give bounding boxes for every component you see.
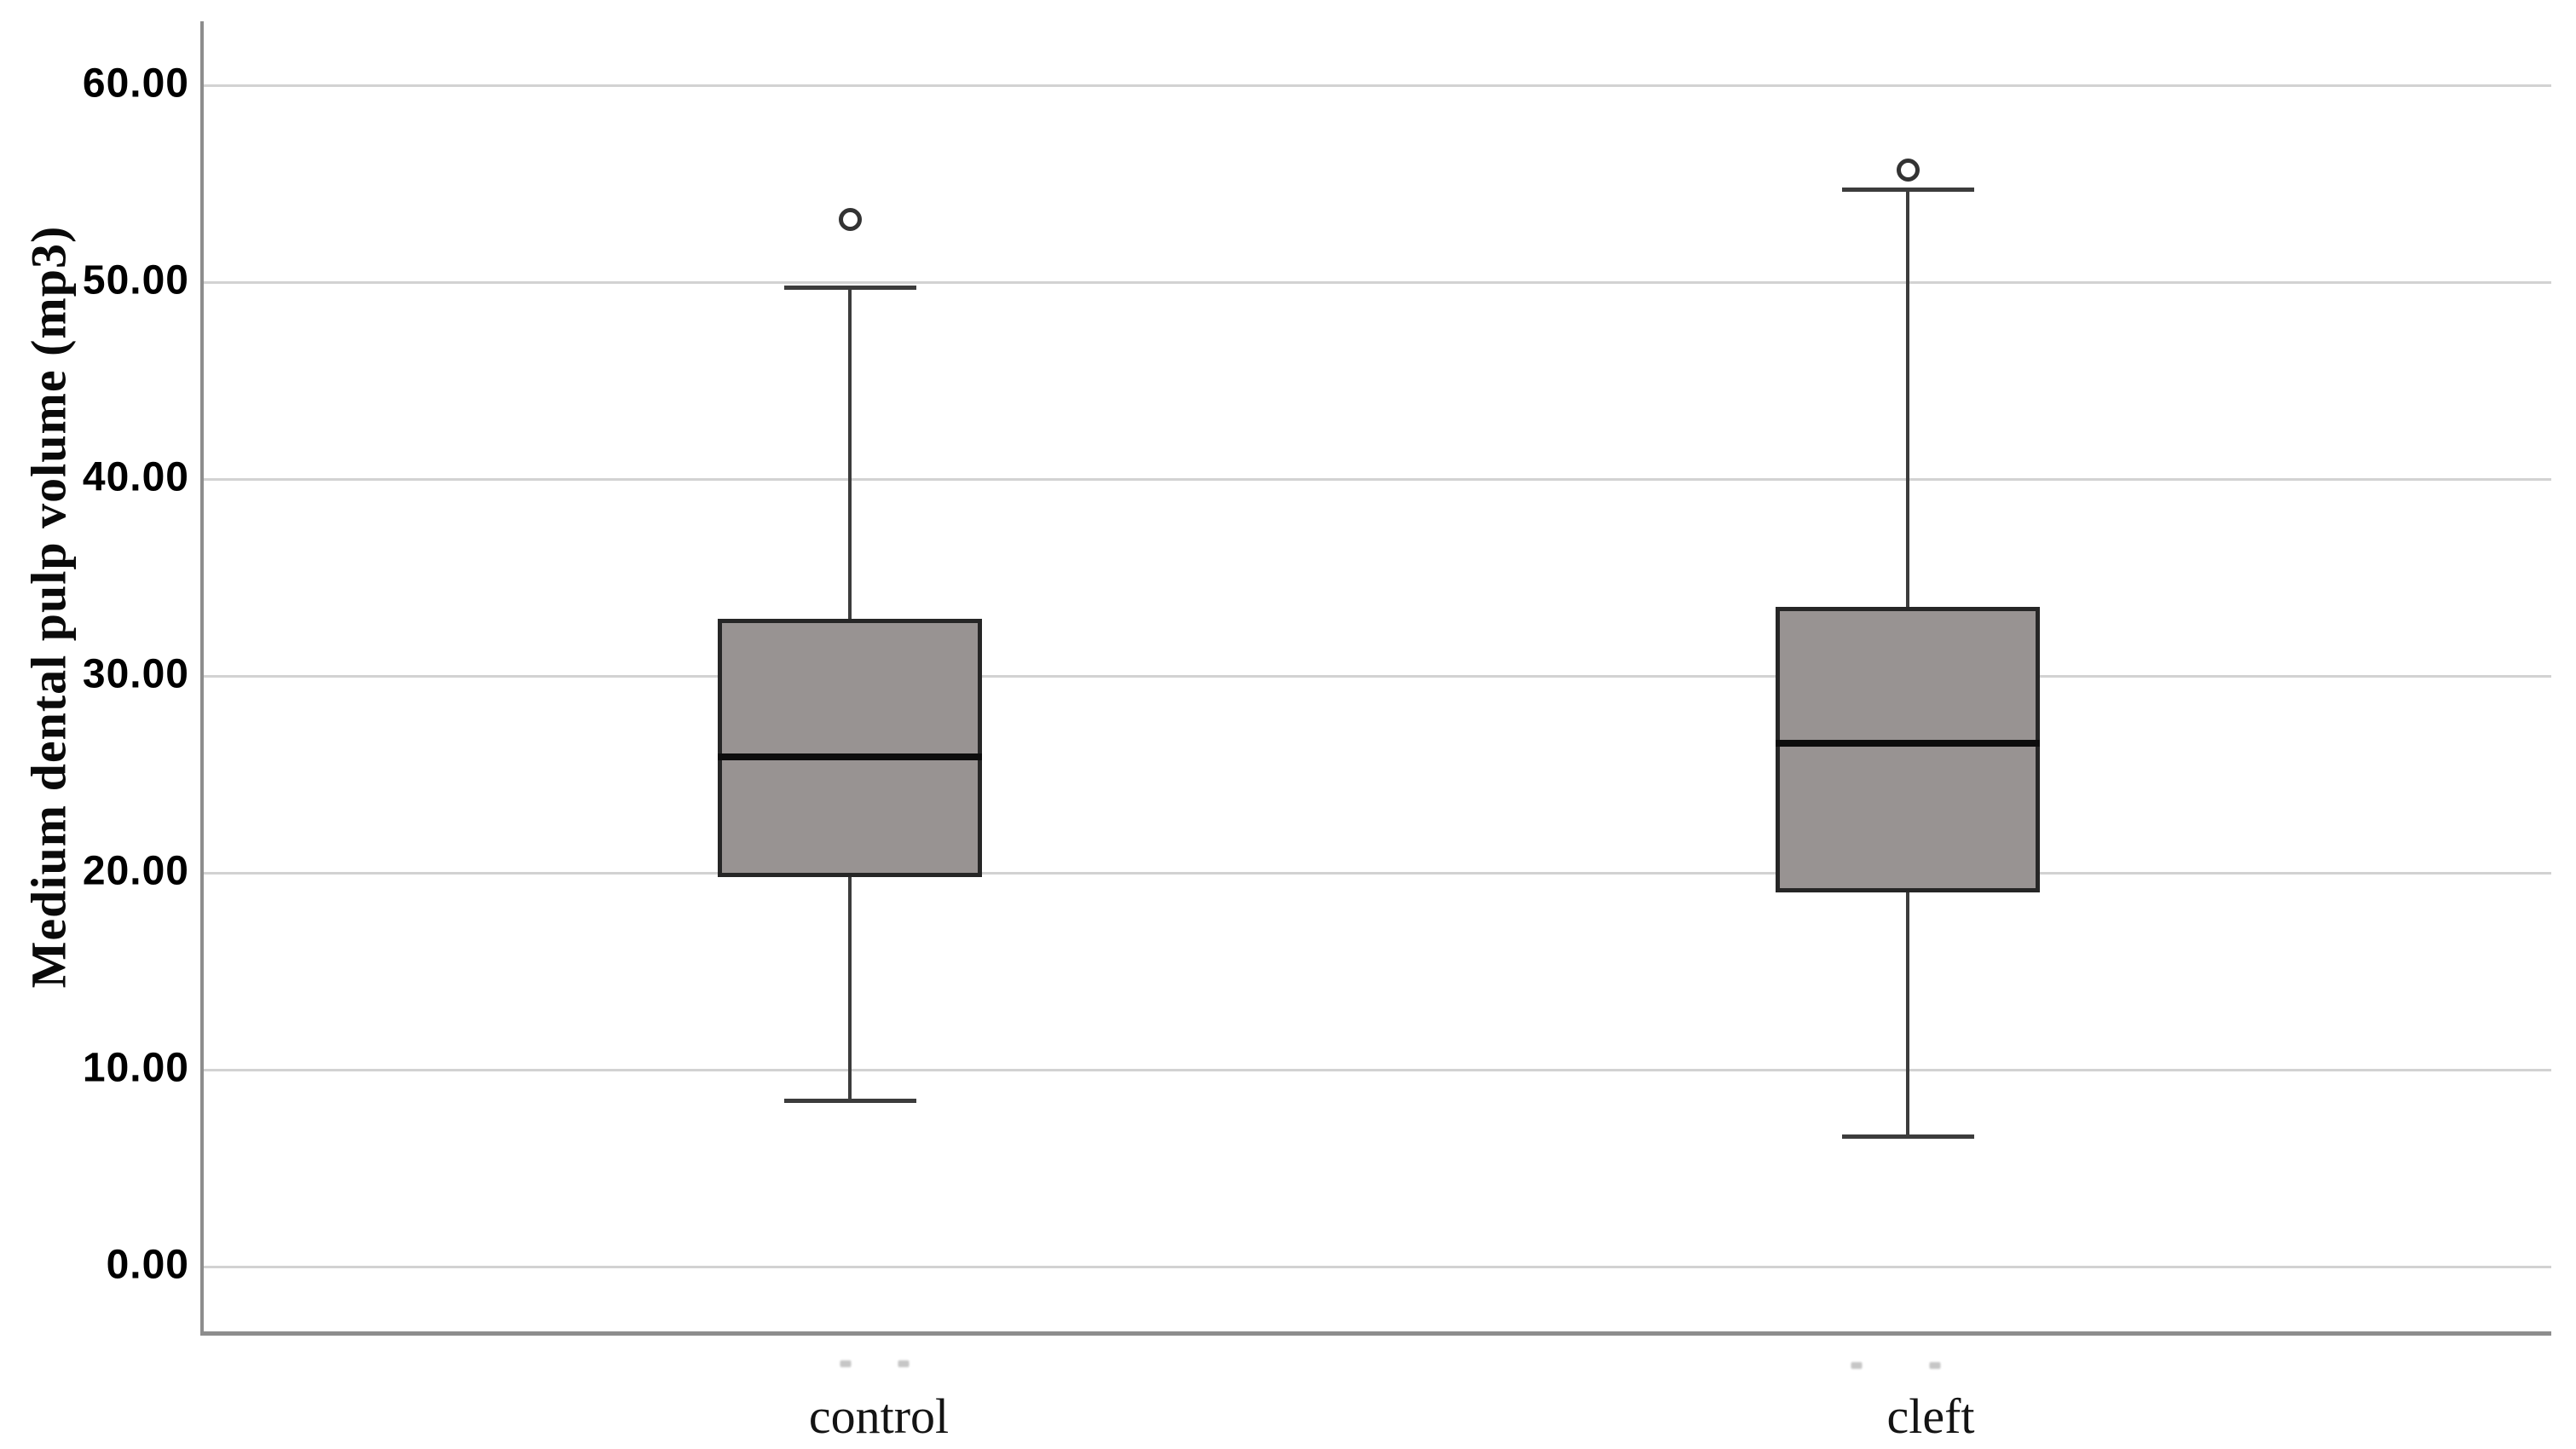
median-line: [718, 753, 982, 760]
whisker-line: [848, 876, 852, 1101]
y-tick-label: 50.00: [82, 257, 189, 303]
outlier-point: [1896, 158, 1920, 182]
y-tick-label: 30.00: [82, 651, 189, 697]
box-iqr: [718, 619, 982, 877]
whisker-line: [1906, 892, 1909, 1137]
median-line: [1776, 739, 2040, 747]
whisker-cap: [783, 1099, 916, 1104]
y-tick-label: 20.00: [82, 848, 189, 894]
x-category-label: control: [808, 1388, 950, 1444]
tick-artifact: [898, 1360, 910, 1367]
gridline: [202, 871, 2551, 875]
gridline: [202, 477, 2551, 481]
whisker-line: [1906, 189, 1909, 608]
whisker-line: [848, 287, 852, 619]
whisker-cap: [1841, 187, 1974, 192]
gridline: [202, 280, 2551, 284]
gridline: [202, 1265, 2551, 1268]
tick-artifact: [1851, 1362, 1863, 1369]
y-tick-label: 60.00: [82, 61, 189, 107]
box-iqr: [1776, 607, 2040, 893]
tick-artifact: [840, 1360, 852, 1367]
y-tick-label: 40.00: [82, 454, 189, 500]
y-axis-line: [200, 21, 204, 1331]
gridline: [202, 674, 2551, 678]
y-tick-label: 10.00: [82, 1045, 189, 1091]
outlier-point: [838, 207, 862, 231]
gridline: [202, 84, 2551, 87]
x-category-label: cleft: [1886, 1388, 1975, 1444]
x-axis-line: [200, 1331, 2551, 1336]
whisker-cap: [1841, 1134, 1974, 1140]
whisker-cap: [783, 286, 916, 291]
tick-artifact: [1929, 1362, 1941, 1369]
y-tick-label: 0.00: [106, 1242, 189, 1288]
gridline: [202, 1068, 2551, 1071]
